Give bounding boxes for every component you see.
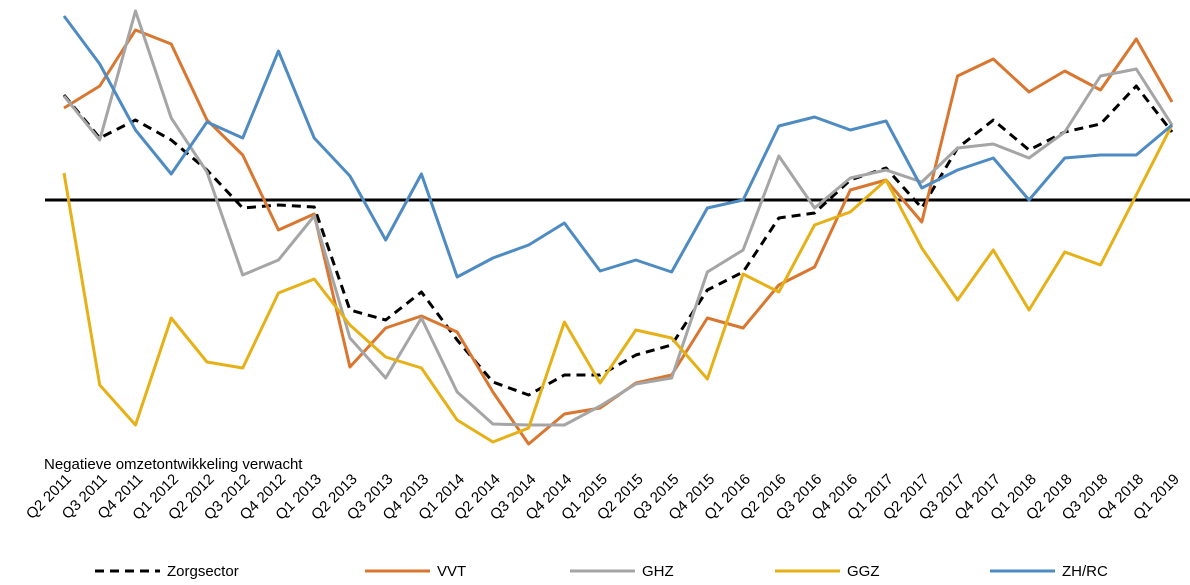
series-line [62, 124, 1174, 444]
legend-label: GHZ [642, 563, 674, 580]
legend-label: Zorgsector [167, 563, 239, 580]
series-line [62, 15, 1173, 279]
annotation: Negatieve omzetontwikkeling verwacht [44, 456, 303, 473]
legend-label: VVT [437, 563, 466, 580]
legend-label: ZH/RC [1062, 563, 1108, 580]
legend-label: GGZ [847, 563, 880, 580]
series-line [62, 84, 1174, 397]
series-line [62, 9, 1174, 427]
